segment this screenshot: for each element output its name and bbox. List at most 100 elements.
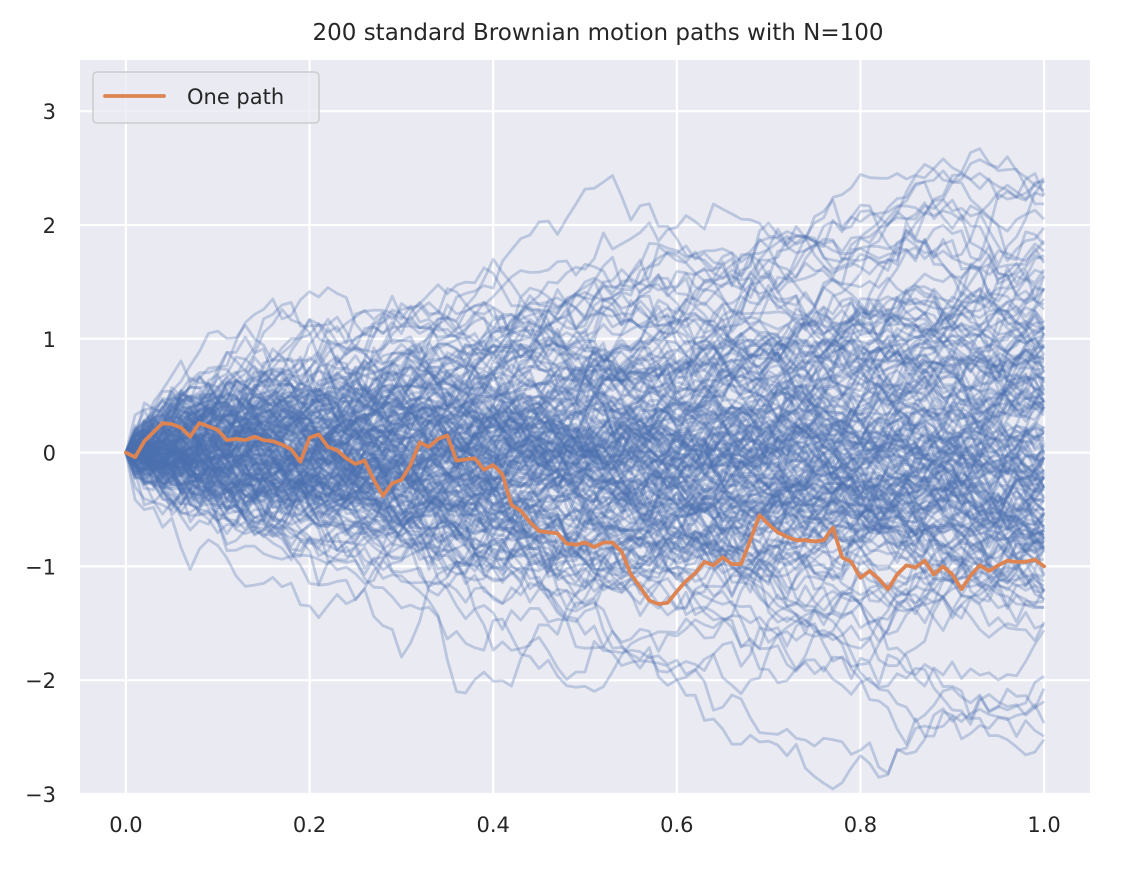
brownian-path (124, 422, 1046, 668)
brownian-path (125, 371, 1046, 488)
brownian-path (124, 430, 1045, 532)
brownian-path (125, 388, 1046, 490)
brownian-path (124, 451, 1045, 681)
brownian-path (124, 449, 1046, 608)
x-tick-label: 0.4 (476, 813, 509, 837)
brownian-path (125, 443, 1046, 612)
y-axis-ticks: −3 −2 −1 0 1 2 3 (25, 100, 56, 807)
brownian-path (125, 385, 1045, 478)
brownian-path (124, 445, 1046, 561)
brownian-path (125, 380, 1045, 521)
brownian-path (124, 417, 1045, 581)
brownian-path (124, 268, 1045, 659)
brownian-path (125, 266, 1046, 454)
brownian-path (124, 361, 1045, 514)
brownian-path (125, 394, 1046, 488)
brownian-path (125, 409, 1045, 541)
brownian-path (125, 412, 1046, 552)
brownian-path (124, 434, 1045, 578)
x-tick-label: 0.2 (293, 813, 326, 837)
brownian-path (124, 300, 1045, 454)
brownian-path (125, 392, 1045, 516)
brownian-path (124, 309, 1046, 508)
brownian-path (124, 332, 1045, 476)
brownian-path (124, 157, 1045, 454)
brownian-path (124, 389, 1045, 653)
brownian-path (124, 425, 1046, 555)
brownian-path (124, 386, 1046, 549)
brownian-path (124, 287, 1046, 502)
brownian-path (124, 447, 1045, 627)
y-tick-label: 2 (43, 214, 56, 238)
brownian-path (125, 272, 1046, 474)
brownian-path (124, 435, 1046, 643)
brownian-path (125, 169, 1046, 464)
brownian-path (125, 429, 1046, 562)
brownian-path (125, 286, 1045, 455)
brownian-path (124, 419, 1046, 775)
brownian-path (124, 370, 1045, 512)
brownian-path (125, 422, 1046, 552)
brownian-path (125, 298, 1046, 511)
plot-area (80, 60, 1090, 794)
brownian-path (125, 414, 1045, 554)
brownian-path (125, 444, 1045, 572)
brownian-path (125, 297, 1045, 470)
brownian-path (125, 424, 1046, 537)
brownian-path (124, 277, 1045, 454)
brownian-path (124, 355, 1045, 454)
brownian-path (125, 396, 1045, 531)
brownian-path (124, 348, 1045, 474)
brownian-path (124, 387, 1046, 592)
brownian-path (125, 382, 1045, 532)
brownian-path (124, 350, 1045, 504)
one-path-line (124, 421, 1046, 606)
brownian-path (124, 370, 1045, 559)
brownian-path (125, 302, 1045, 462)
brownian-path (124, 451, 1046, 696)
brownian-path (125, 393, 1045, 726)
brownian-path (125, 350, 1046, 470)
brownian-path (124, 395, 1046, 583)
brownian-path (125, 390, 1046, 531)
brownian-path (125, 396, 1046, 552)
brownian-path (125, 254, 1045, 516)
brownian-path (124, 319, 1045, 487)
brownian-path (125, 239, 1046, 454)
brownian-path (124, 424, 1045, 507)
brownian-path (124, 445, 1046, 561)
brownian-path (124, 181, 1045, 454)
brownian-path (124, 387, 1046, 531)
brownian-path (124, 272, 1046, 486)
x-tick-label: 1.0 (1027, 813, 1060, 837)
x-axis-ticks: 0.0 0.2 0.4 0.6 0.8 1.0 (109, 813, 1061, 837)
highlighted-series (124, 421, 1046, 606)
brownian-path (125, 439, 1045, 608)
x-tick-label: 0.8 (844, 813, 877, 837)
y-tick-label: 1 (43, 328, 56, 352)
brownian-path (124, 414, 1046, 536)
y-tick-label: −1 (25, 555, 56, 579)
brownian-path (125, 179, 1046, 455)
brownian-path (124, 382, 1046, 505)
brownian-path (125, 374, 1045, 490)
brownian-path (124, 432, 1045, 584)
brownian-path (124, 424, 1046, 757)
brownian-path (124, 307, 1045, 488)
brownian-path (125, 403, 1045, 608)
brownian-path (125, 314, 1046, 454)
brownian-path (125, 404, 1045, 541)
brownian-path (125, 401, 1045, 594)
brownian-path (124, 407, 1046, 532)
y-tick-label: 0 (43, 442, 56, 466)
brownian-path (124, 331, 1046, 483)
brownian-path (125, 436, 1046, 583)
brownian-path (124, 416, 1045, 570)
gridlines (80, 60, 1090, 796)
brownian-path (125, 380, 1046, 514)
brownian-path (124, 354, 1045, 498)
brownian-path (124, 390, 1045, 509)
brownian-path (125, 237, 1045, 464)
brownian-path (125, 300, 1045, 473)
brownian-path (124, 367, 1045, 480)
